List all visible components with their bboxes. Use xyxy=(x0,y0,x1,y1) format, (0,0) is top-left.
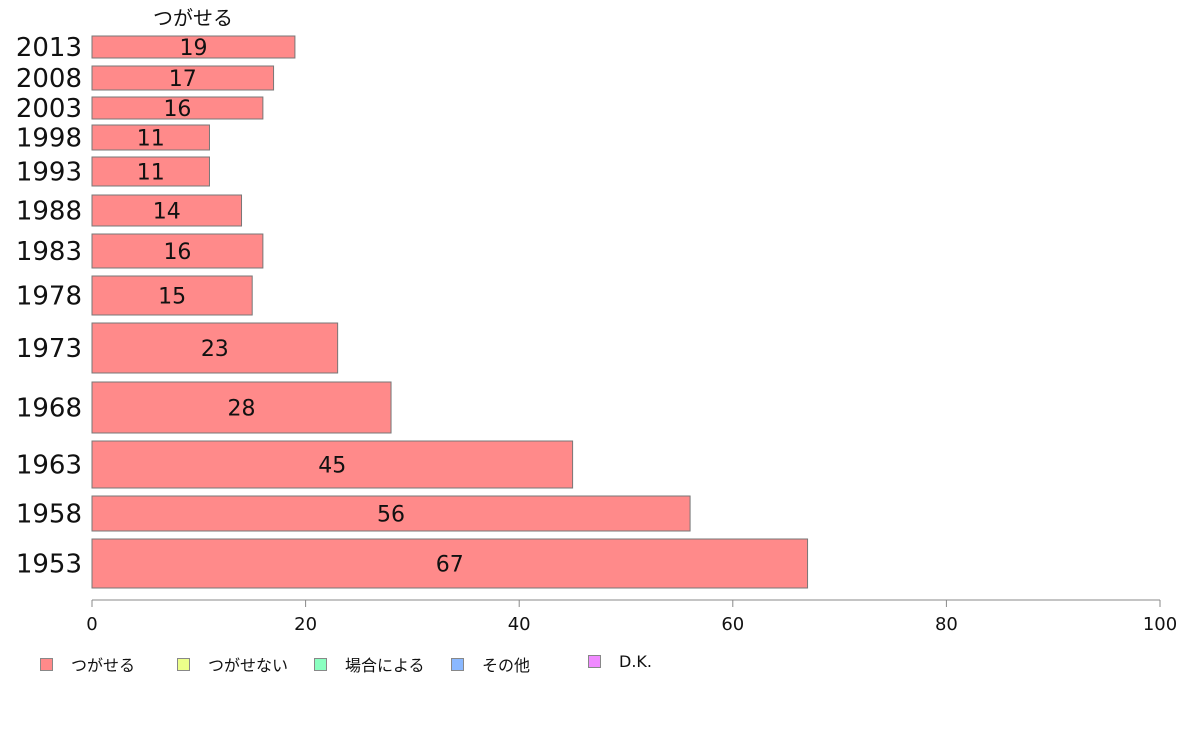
bar-1998 xyxy=(91,124,210,151)
legend-label: 場合による xyxy=(345,656,425,675)
legend-swatch xyxy=(177,657,190,671)
x-tick-label-40: 40 xyxy=(508,614,531,635)
year-label-2013: 2013 xyxy=(16,33,82,63)
year-label-1958: 1958 xyxy=(16,500,82,530)
bar-1963 xyxy=(91,440,574,489)
legend-swatch xyxy=(314,657,327,671)
x-tick-label-20: 20 xyxy=(294,614,317,635)
bar-chart: つがせる 2013 19 2008 17 2003 16 1998 11 1993 11 1988 1… xyxy=(16,6,1177,635)
legend-label: その他 xyxy=(482,656,531,675)
bar-1968 xyxy=(91,381,392,434)
series-header: つがせる xyxy=(153,6,233,30)
bar-value-label-1993: 11 xyxy=(137,161,165,186)
bar-value-label-1978: 15 xyxy=(158,285,186,310)
x-tick-label-80: 80 xyxy=(935,614,958,635)
bar-1988 xyxy=(91,194,243,227)
year-label-1988: 1988 xyxy=(16,197,82,227)
legend-item-dk: D.K. xyxy=(588,652,652,671)
bar-1993 xyxy=(91,156,210,187)
legend-item-sonota: その他 xyxy=(451,652,530,676)
bar-value-label-1983: 16 xyxy=(163,240,191,265)
bar-2013 xyxy=(91,35,296,59)
year-label-2003: 2003 xyxy=(16,94,82,124)
year-label-1968: 1968 xyxy=(16,394,82,424)
legend-item-tsugaseru: つがせる xyxy=(40,652,135,676)
bar-value-label-1963: 45 xyxy=(318,454,346,479)
bar-1958 xyxy=(91,495,691,532)
bar-2008 xyxy=(91,65,275,91)
bar-value-label-2013: 19 xyxy=(179,36,207,61)
bar-1953 xyxy=(91,538,809,589)
year-label-1953: 1953 xyxy=(16,550,82,580)
bar-1983 xyxy=(91,233,264,269)
x-tick-label-100: 100 xyxy=(1143,614,1177,635)
year-label-1983: 1983 xyxy=(16,237,82,267)
bar-value-label-1953: 67 xyxy=(436,553,464,578)
bar-value-label-1973: 23 xyxy=(201,337,229,362)
year-label-1973: 1973 xyxy=(16,334,82,364)
year-label-1978: 1978 xyxy=(16,282,82,312)
legend-swatch xyxy=(451,657,464,671)
legend-item-baai-ni-yoru: 場合による xyxy=(314,652,425,676)
x-tick-label-60: 60 xyxy=(721,614,744,635)
bar-value-label-1958: 56 xyxy=(377,503,405,528)
year-label-2008: 2008 xyxy=(16,64,82,94)
legend-swatch xyxy=(588,655,601,668)
bar-value-label-1968: 28 xyxy=(228,397,256,422)
x-tick-label-0: 0 xyxy=(86,614,97,635)
bar-1978 xyxy=(91,275,253,316)
bar-value-label-2003: 16 xyxy=(163,97,191,122)
legend-label: つがせない xyxy=(208,656,289,675)
bar-value-label-2008: 17 xyxy=(169,67,197,92)
year-label-1993: 1993 xyxy=(16,158,82,188)
year-label-1963: 1963 xyxy=(16,451,82,481)
bar-2003 xyxy=(91,96,264,120)
bar-value-label-1988: 14 xyxy=(153,200,181,225)
legend-label: つがせる xyxy=(71,656,136,675)
legend-swatch xyxy=(40,657,53,671)
legend-item-tsugasenai: つがせない xyxy=(177,652,288,676)
year-label-1998: 1998 xyxy=(16,124,82,154)
bar-1973 xyxy=(91,322,339,374)
bar-value-label-1998: 11 xyxy=(137,127,165,152)
legend-label: D.K. xyxy=(619,652,652,671)
